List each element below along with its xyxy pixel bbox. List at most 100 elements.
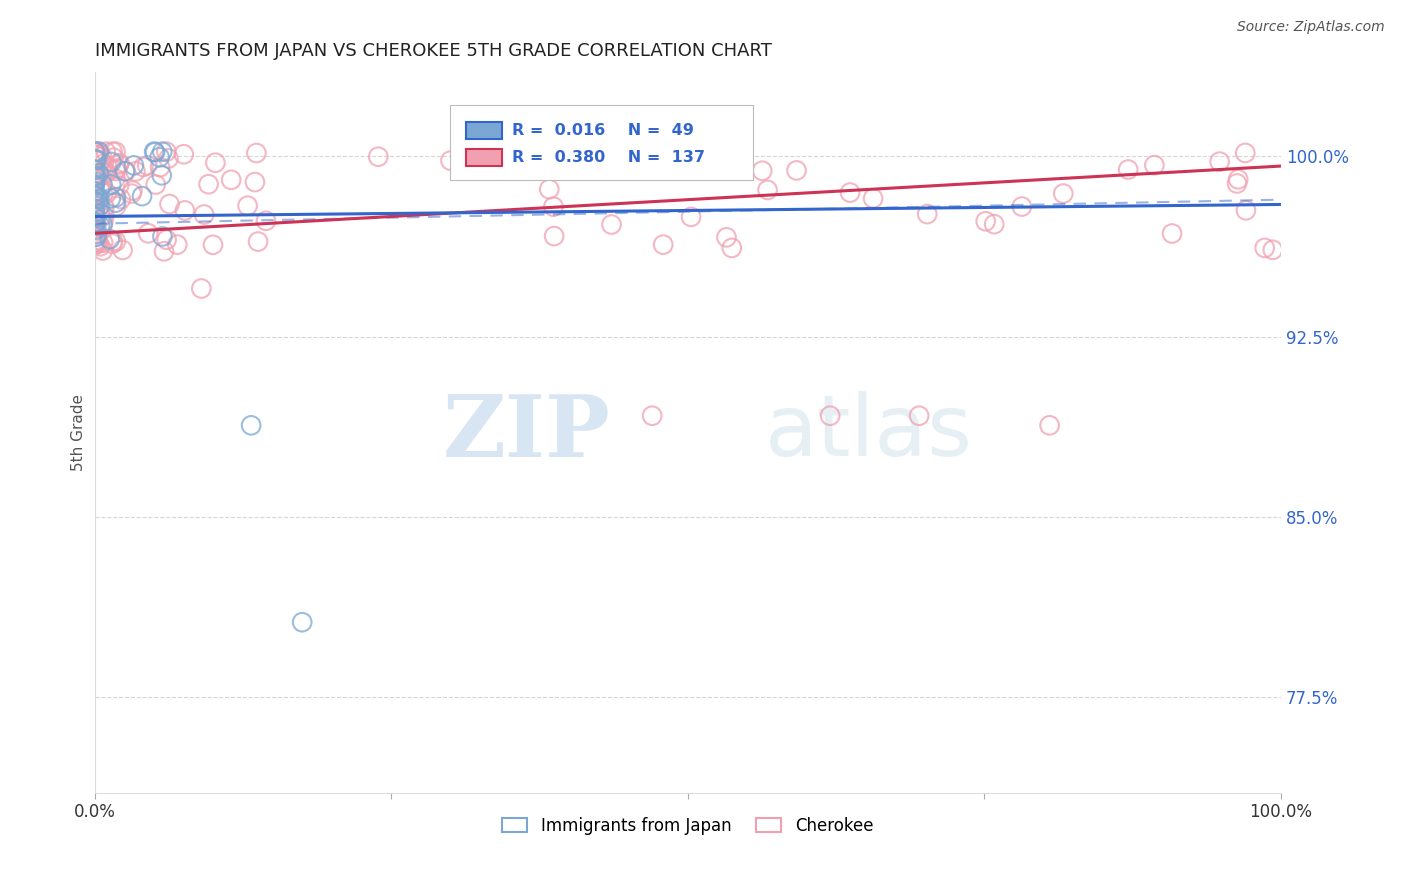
Point	[173, 147, 195, 161]
Point	[110, 192, 132, 206]
Point	[104, 145, 127, 159]
Point	[145, 178, 167, 192]
Point	[247, 235, 270, 249]
Point	[83, 230, 105, 244]
FancyBboxPatch shape	[465, 149, 502, 166]
Point	[155, 145, 177, 159]
Point	[84, 195, 107, 210]
Point	[974, 214, 997, 228]
Point	[254, 214, 277, 228]
Point	[87, 196, 110, 211]
Point	[91, 218, 114, 232]
Point	[862, 191, 884, 205]
Point	[136, 227, 159, 241]
Point	[245, 146, 267, 161]
Point	[538, 182, 561, 196]
Point	[89, 199, 111, 213]
Point	[83, 202, 105, 216]
Point	[103, 151, 125, 165]
Point	[84, 169, 107, 183]
Point	[1011, 200, 1033, 214]
Point	[544, 150, 567, 164]
Point	[100, 155, 122, 169]
Point	[1253, 241, 1275, 255]
Point	[84, 211, 107, 225]
Point	[1143, 158, 1166, 172]
Point	[915, 207, 938, 221]
Point	[240, 418, 263, 433]
Point	[93, 157, 115, 171]
Point	[87, 166, 110, 180]
Point	[87, 236, 110, 251]
Point	[756, 183, 779, 197]
Point	[83, 147, 105, 161]
Text: R =  0.380    N =  137: R = 0.380 N = 137	[512, 150, 706, 165]
Point	[100, 191, 122, 205]
Point	[204, 155, 226, 169]
Point	[152, 229, 174, 244]
Point	[91, 244, 114, 258]
Point	[87, 145, 110, 159]
Point	[105, 199, 128, 213]
Point	[83, 205, 105, 219]
Point	[84, 203, 107, 218]
Point	[84, 163, 107, 178]
Point	[721, 241, 744, 255]
Point	[716, 230, 738, 244]
Point	[111, 243, 134, 257]
Point	[83, 211, 105, 225]
Point	[681, 210, 703, 224]
Point	[84, 145, 107, 159]
Point	[983, 217, 1005, 231]
FancyBboxPatch shape	[450, 105, 754, 180]
Point	[1227, 172, 1250, 186]
Point	[104, 171, 127, 186]
Point	[197, 178, 219, 192]
Point	[908, 409, 931, 423]
Point	[83, 145, 105, 159]
Text: ZIP: ZIP	[443, 391, 610, 475]
Point	[94, 145, 117, 159]
Point	[83, 153, 105, 167]
Point	[93, 201, 115, 215]
Point	[104, 235, 127, 249]
Point	[84, 152, 107, 166]
Point	[87, 147, 110, 161]
Point	[751, 163, 773, 178]
Point	[1261, 243, 1284, 257]
Point	[83, 188, 105, 202]
Point	[173, 203, 195, 218]
Point	[1234, 203, 1257, 218]
Point	[86, 153, 108, 168]
Point	[86, 191, 108, 205]
Point	[236, 199, 259, 213]
Point	[193, 207, 215, 221]
Legend: Immigrants from Japan, Cherokee: Immigrants from Japan, Cherokee	[502, 817, 873, 835]
Point	[1234, 145, 1257, 160]
Point	[543, 200, 565, 214]
Point	[90, 154, 112, 169]
Point	[201, 237, 224, 252]
Point	[105, 161, 128, 176]
Point	[104, 164, 127, 178]
Point	[190, 281, 212, 295]
Text: IMMIGRANTS FROM JAPAN VS CHEROKEE 5TH GRADE CORRELATION CHART: IMMIGRANTS FROM JAPAN VS CHEROKEE 5TH GR…	[94, 42, 772, 60]
Point	[89, 219, 111, 233]
Point	[87, 145, 110, 159]
Point	[83, 205, 105, 219]
Point	[124, 164, 146, 178]
Point	[84, 224, 107, 238]
Point	[107, 157, 129, 171]
Point	[543, 229, 565, 244]
Point	[91, 178, 114, 192]
Y-axis label: 5th Grade: 5th Grade	[72, 394, 86, 471]
Point	[641, 409, 664, 423]
Point	[83, 163, 105, 178]
Point	[101, 236, 124, 251]
Point	[150, 169, 173, 183]
Point	[83, 210, 105, 224]
Point	[121, 184, 143, 198]
Point	[1052, 186, 1074, 201]
Point	[87, 148, 110, 162]
Point	[114, 164, 136, 178]
